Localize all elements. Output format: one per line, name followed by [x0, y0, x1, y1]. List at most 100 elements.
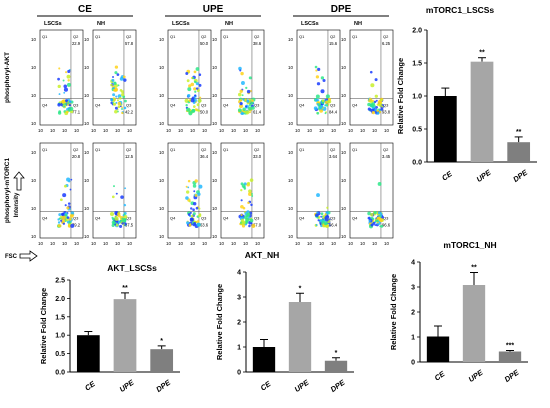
quadrant-label: Q3 [383, 215, 389, 220]
y-tick-label: 10 [212, 234, 218, 239]
y-tick-label: 10 [212, 178, 218, 183]
event-dot [58, 67, 61, 70]
x-tick-label: 10 [231, 128, 237, 133]
x-tick-label: DPE [154, 377, 173, 394]
event-dot [375, 99, 378, 102]
y-tick-label: 10 [341, 234, 347, 239]
event-dot [251, 193, 253, 195]
event-dot [124, 187, 127, 190]
x-tick-label: 10 [50, 241, 56, 246]
event-dot [317, 67, 321, 72]
event-dot [240, 204, 244, 209]
event-dot [377, 103, 380, 106]
y-tick-label: 10 [288, 206, 294, 211]
x-tick-label: 10 [50, 128, 56, 133]
y-tick-label: 1.0 [412, 94, 422, 101]
event-dot [70, 223, 75, 228]
event-dot [313, 106, 318, 111]
x-label-group: CE [83, 379, 98, 393]
event-dot [245, 86, 248, 89]
event-dot [193, 70, 197, 74]
y-tick-label: 10 [84, 37, 90, 42]
x-tick-label: UPE [467, 367, 486, 384]
quadrant-label: Q3 [330, 102, 336, 107]
x-tick-label: 10 [319, 128, 325, 133]
bar [324, 360, 348, 372]
quadrant-q2-value: 15.6 [329, 41, 338, 46]
event-dot [66, 216, 70, 219]
event-dot [376, 109, 379, 112]
x-tick-label: DPE [503, 367, 522, 384]
quadrant-label: Q1 [352, 34, 358, 39]
event-dot [114, 106, 118, 110]
flow-panel-frame [92, 29, 137, 126]
event-dot [189, 211, 192, 214]
quadrant-label: Q4 [352, 215, 358, 220]
event-dot [248, 98, 251, 101]
y-tick-label: 10 [341, 93, 347, 98]
quadrant-label: Q2 [126, 34, 132, 39]
event-dot [248, 76, 252, 80]
y-tick-label: 1.5 [55, 314, 65, 321]
x-tick-label: 10 [255, 128, 261, 133]
event-dot [248, 189, 252, 193]
quadrant-label: Q2 [201, 34, 207, 39]
bar [426, 336, 450, 362]
y-tick-label: 10 [212, 93, 218, 98]
bar [498, 351, 522, 362]
event-dot [57, 221, 61, 224]
x-tick-label: CE [259, 379, 274, 393]
y-tick-label: 10 [288, 178, 294, 183]
quadrant-label: Q2 [73, 34, 79, 39]
quadrant-label: Q2 [73, 147, 79, 152]
x-tick-label: 10 [103, 241, 109, 246]
y-tick-label: 10 [212, 121, 218, 126]
event-dot [240, 213, 243, 217]
event-dot [121, 222, 124, 225]
event-dot [195, 87, 199, 90]
y-tick-label: 10 [341, 121, 347, 126]
event-dot [248, 224, 251, 228]
y-tick-label: 10 [159, 178, 165, 183]
x-tick-label: 10 [360, 241, 366, 246]
quadrant-label: Q1 [299, 34, 305, 39]
event-dot [193, 222, 197, 226]
event-dot [62, 218, 66, 222]
y-tick-label: 10 [288, 93, 294, 98]
quadrant-label: Q4 [223, 215, 229, 220]
quadrant-label: Q1 [95, 147, 101, 152]
event-dot [326, 224, 329, 227]
event-dot [241, 81, 245, 85]
event-dot [63, 91, 66, 94]
y-tick-label: 10 [212, 65, 218, 70]
quadrant-label: Q4 [352, 102, 358, 107]
event-dot [185, 72, 189, 75]
y-tick-label: 10 [212, 37, 218, 42]
event-dot [67, 102, 70, 105]
event-dot [67, 202, 71, 205]
y-label-group: Relative Fold Change [39, 288, 48, 364]
event-dot [193, 80, 197, 84]
event-dot [243, 215, 248, 220]
event-dot [319, 219, 323, 223]
event-dot [369, 70, 373, 74]
y-tick-label: 10 [341, 178, 347, 183]
event-dot [192, 212, 196, 216]
event-dot [65, 71, 68, 74]
significance-label: * [299, 285, 302, 292]
y-tick-label: 0.0 [55, 370, 65, 377]
y-tick-label: 10 [212, 206, 218, 211]
intensity-label-group: Intensity [14, 192, 20, 217]
event-dot [194, 179, 198, 183]
event-dot [247, 201, 250, 205]
x-tick-label: 10 [62, 241, 68, 246]
event-dot [68, 104, 71, 107]
event-dot [370, 223, 374, 227]
event-dot [113, 81, 117, 86]
event-dot [321, 220, 325, 223]
y-tick-label: 10 [159, 37, 165, 42]
bar [252, 347, 276, 372]
event-dot [190, 217, 194, 221]
y-tick-label: 1 [237, 345, 241, 352]
bar [470, 61, 494, 162]
